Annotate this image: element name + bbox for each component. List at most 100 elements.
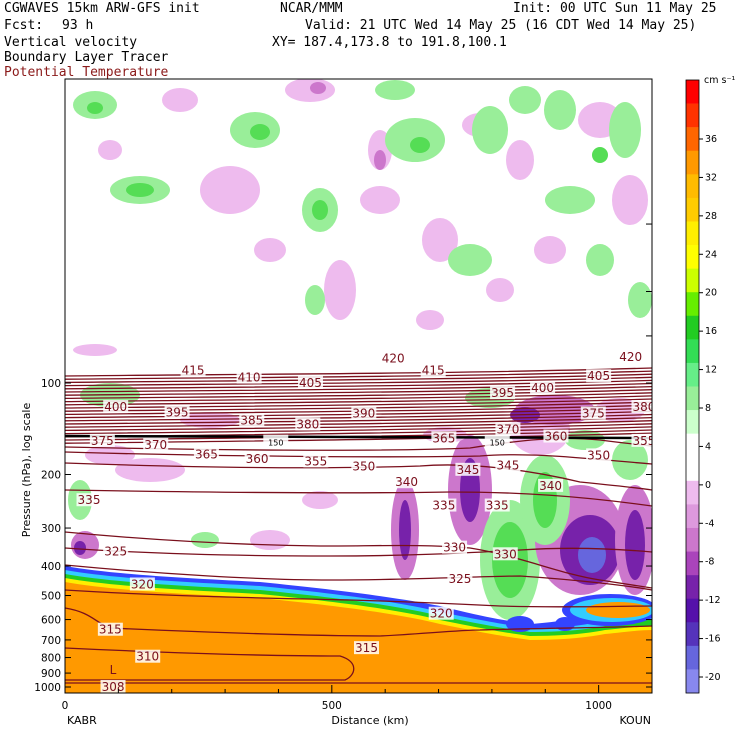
- theta-label-bg: [351, 459, 377, 473]
- theta-label-bg: [492, 547, 518, 561]
- colorbar-swatch: [686, 339, 699, 364]
- velocity-blob: [375, 80, 415, 100]
- downdraft-core: [625, 510, 645, 580]
- theta-label: 325: [104, 544, 127, 558]
- theta-contour: [65, 589, 652, 608]
- velocity-blob: [592, 147, 608, 163]
- velocity-blob: [609, 102, 641, 158]
- theta-label: 370: [144, 438, 167, 452]
- theta-contour: [65, 547, 652, 557]
- boundary-layer-orange: [65, 582, 652, 693]
- colorbar-label: 32: [705, 172, 717, 183]
- theta-label-bg: [580, 406, 606, 420]
- colorbar-swatch: [686, 150, 699, 175]
- theta-label: 395: [166, 405, 189, 419]
- theta-label: 365: [432, 431, 455, 445]
- velocity-blob: [410, 137, 430, 153]
- theta-contour: [65, 392, 652, 403]
- theta-label-bg: [351, 406, 377, 420]
- theta-contour: [65, 376, 652, 387]
- colorbar-swatch: [686, 598, 699, 623]
- colorbar-swatch: [686, 433, 699, 458]
- theta-label: L: [110, 663, 117, 677]
- velocity-blob: [472, 106, 508, 154]
- theta-label-bg: [180, 363, 206, 377]
- valid-time: Valid: 21 UTC Wed 14 May 25 (16 CDT Wed …: [305, 18, 697, 33]
- colorbar-swatch: [686, 622, 699, 647]
- colorbar-swatch: [686, 480, 699, 505]
- colorbar-label: -16: [705, 634, 721, 645]
- theta-label: 410: [238, 371, 261, 385]
- velocity-blob: [73, 344, 117, 356]
- theta-label: 325: [448, 572, 471, 586]
- theta-label: 400: [104, 400, 127, 414]
- colorbar-label: 4: [705, 441, 711, 452]
- velocity-blob: [628, 282, 652, 318]
- theta-label-bg: [297, 376, 323, 389]
- theta-label-bg: [455, 462, 481, 476]
- theta-label: 330: [494, 547, 517, 561]
- theta-label: 365: [195, 448, 218, 462]
- theta-310-line: [65, 647, 355, 681]
- colorbar-swatch: [686, 245, 699, 269]
- theta-label: 345: [456, 463, 479, 477]
- theta-label-bg: [431, 431, 457, 445]
- x-tick-label: 0: [62, 700, 69, 712]
- velocity-blob: [250, 124, 270, 140]
- downdraft-region: [85, 445, 135, 465]
- colorbar-frame: [685, 79, 700, 694]
- theta-contour: [65, 370, 652, 380]
- theta-label: 355: [304, 454, 327, 468]
- theta-label: 360: [246, 452, 269, 466]
- colorbar-label: -8: [705, 557, 714, 568]
- velocity-blob: [98, 140, 122, 160]
- downdraft-core: [399, 500, 411, 560]
- updraft-region: [191, 532, 219, 548]
- theta-label: 405: [299, 376, 322, 390]
- velocity-blob: [612, 175, 648, 225]
- theta-label-bg: [135, 649, 161, 663]
- theta-contour: [65, 389, 652, 400]
- theta-label-bg: [380, 351, 406, 365]
- velocity-blob: [534, 236, 566, 264]
- colorbar-label: 28: [705, 211, 717, 222]
- colorbar-swatch: [686, 127, 699, 152]
- velocity-blob: [416, 310, 444, 330]
- theta-label: 320: [131, 577, 154, 591]
- velocity-blob: [509, 86, 541, 114]
- y-tick-label: 800: [41, 653, 61, 665]
- velocity-blob: [506, 140, 534, 180]
- velocity-blob: [87, 102, 103, 114]
- colorbar-swatch: [686, 669, 699, 694]
- colorbar-label: 20: [705, 288, 717, 299]
- velocity-blob: [126, 183, 154, 197]
- velocity-blob: [324, 260, 356, 320]
- downdraft-region: [250, 530, 290, 550]
- theta-label-bg: [431, 498, 457, 512]
- plot-frame: [64, 78, 653, 694]
- theta-label-bg: [586, 369, 612, 383]
- theta-label: 415: [182, 364, 205, 378]
- theta-label-bg: [89, 433, 115, 447]
- colorbar-label: 36: [705, 134, 717, 145]
- theta-label: 335: [486, 499, 509, 513]
- theta-label: 345: [496, 459, 519, 473]
- theta-label: 400: [531, 381, 554, 395]
- colorbar-swatch: [686, 527, 699, 552]
- theta-label-bg: [495, 422, 521, 436]
- velocity-blob: [254, 238, 286, 262]
- theta-label-bg: [103, 400, 129, 414]
- colorbar-label: 16: [705, 326, 717, 337]
- start-station-label: KABR: [67, 714, 97, 727]
- upper-velocity-blobs: [73, 79, 652, 356]
- theta-label-bg: [484, 498, 510, 512]
- velocity-blob: [374, 150, 386, 170]
- y-tick-label: 200: [41, 470, 61, 482]
- x-axis-label: Distance (km): [331, 714, 408, 727]
- velocity-blob: [305, 285, 325, 315]
- velocity-blob: [586, 244, 614, 276]
- theta-label: 375: [582, 407, 605, 421]
- theta-contour: [65, 379, 652, 390]
- theta-label: 150: [268, 439, 283, 448]
- theta-contour: [65, 416, 652, 428]
